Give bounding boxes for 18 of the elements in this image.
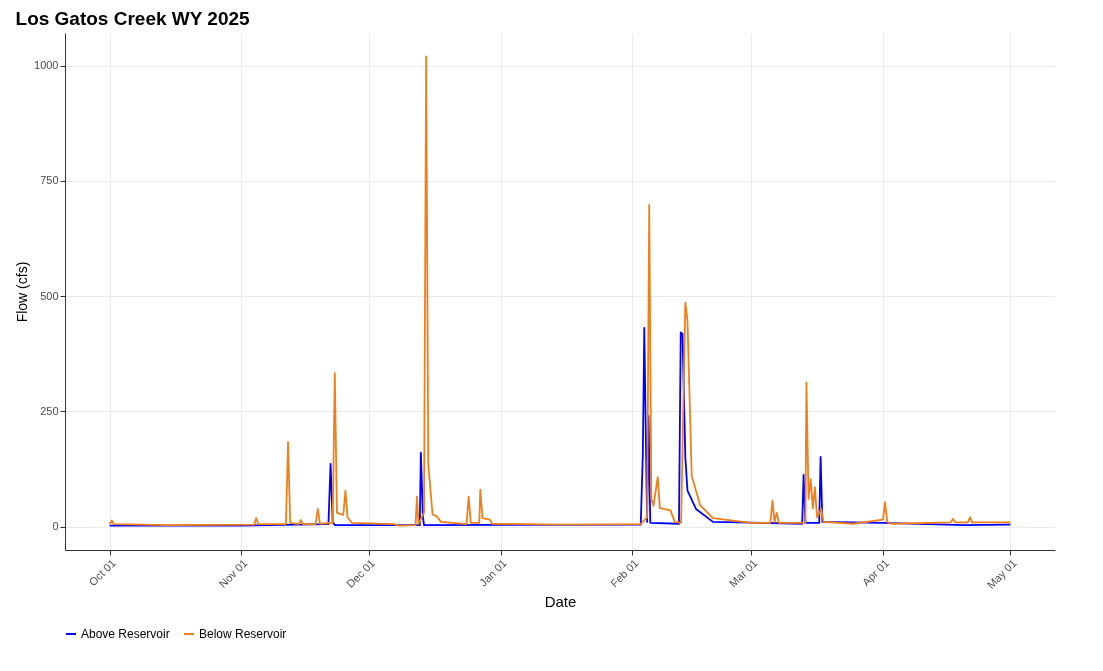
chart-title: Los Gatos Creek WY 2025 bbox=[15, 8, 251, 29]
x-tick-label: Mar 01 bbox=[726, 556, 760, 590]
x-tick-label: Dec 01 bbox=[343, 556, 378, 590]
y-axis-title: Flow (cfs) bbox=[14, 261, 31, 323]
y-tick-label: 250 bbox=[40, 404, 59, 417]
y-tick-label: 1000 bbox=[34, 59, 59, 72]
legend-label: Below Reservoir bbox=[199, 627, 287, 641]
line-series bbox=[108, 55, 1012, 527]
x-tick-label: Jan 01 bbox=[476, 556, 509, 589]
x-tick-label: Nov 01 bbox=[216, 556, 250, 590]
y-tick-label: 500 bbox=[40, 289, 59, 302]
x-tick-label: Apr 01 bbox=[859, 556, 892, 589]
legend-label: Above Reservoir bbox=[81, 627, 170, 641]
y-tick-label: 750 bbox=[40, 174, 59, 187]
x-axis-title: Date bbox=[544, 592, 577, 610]
x-tick-label: Feb 01 bbox=[607, 556, 641, 590]
y-tick-label: 0 bbox=[52, 520, 59, 532]
x-tick-label: Oct 01 bbox=[86, 556, 118, 589]
